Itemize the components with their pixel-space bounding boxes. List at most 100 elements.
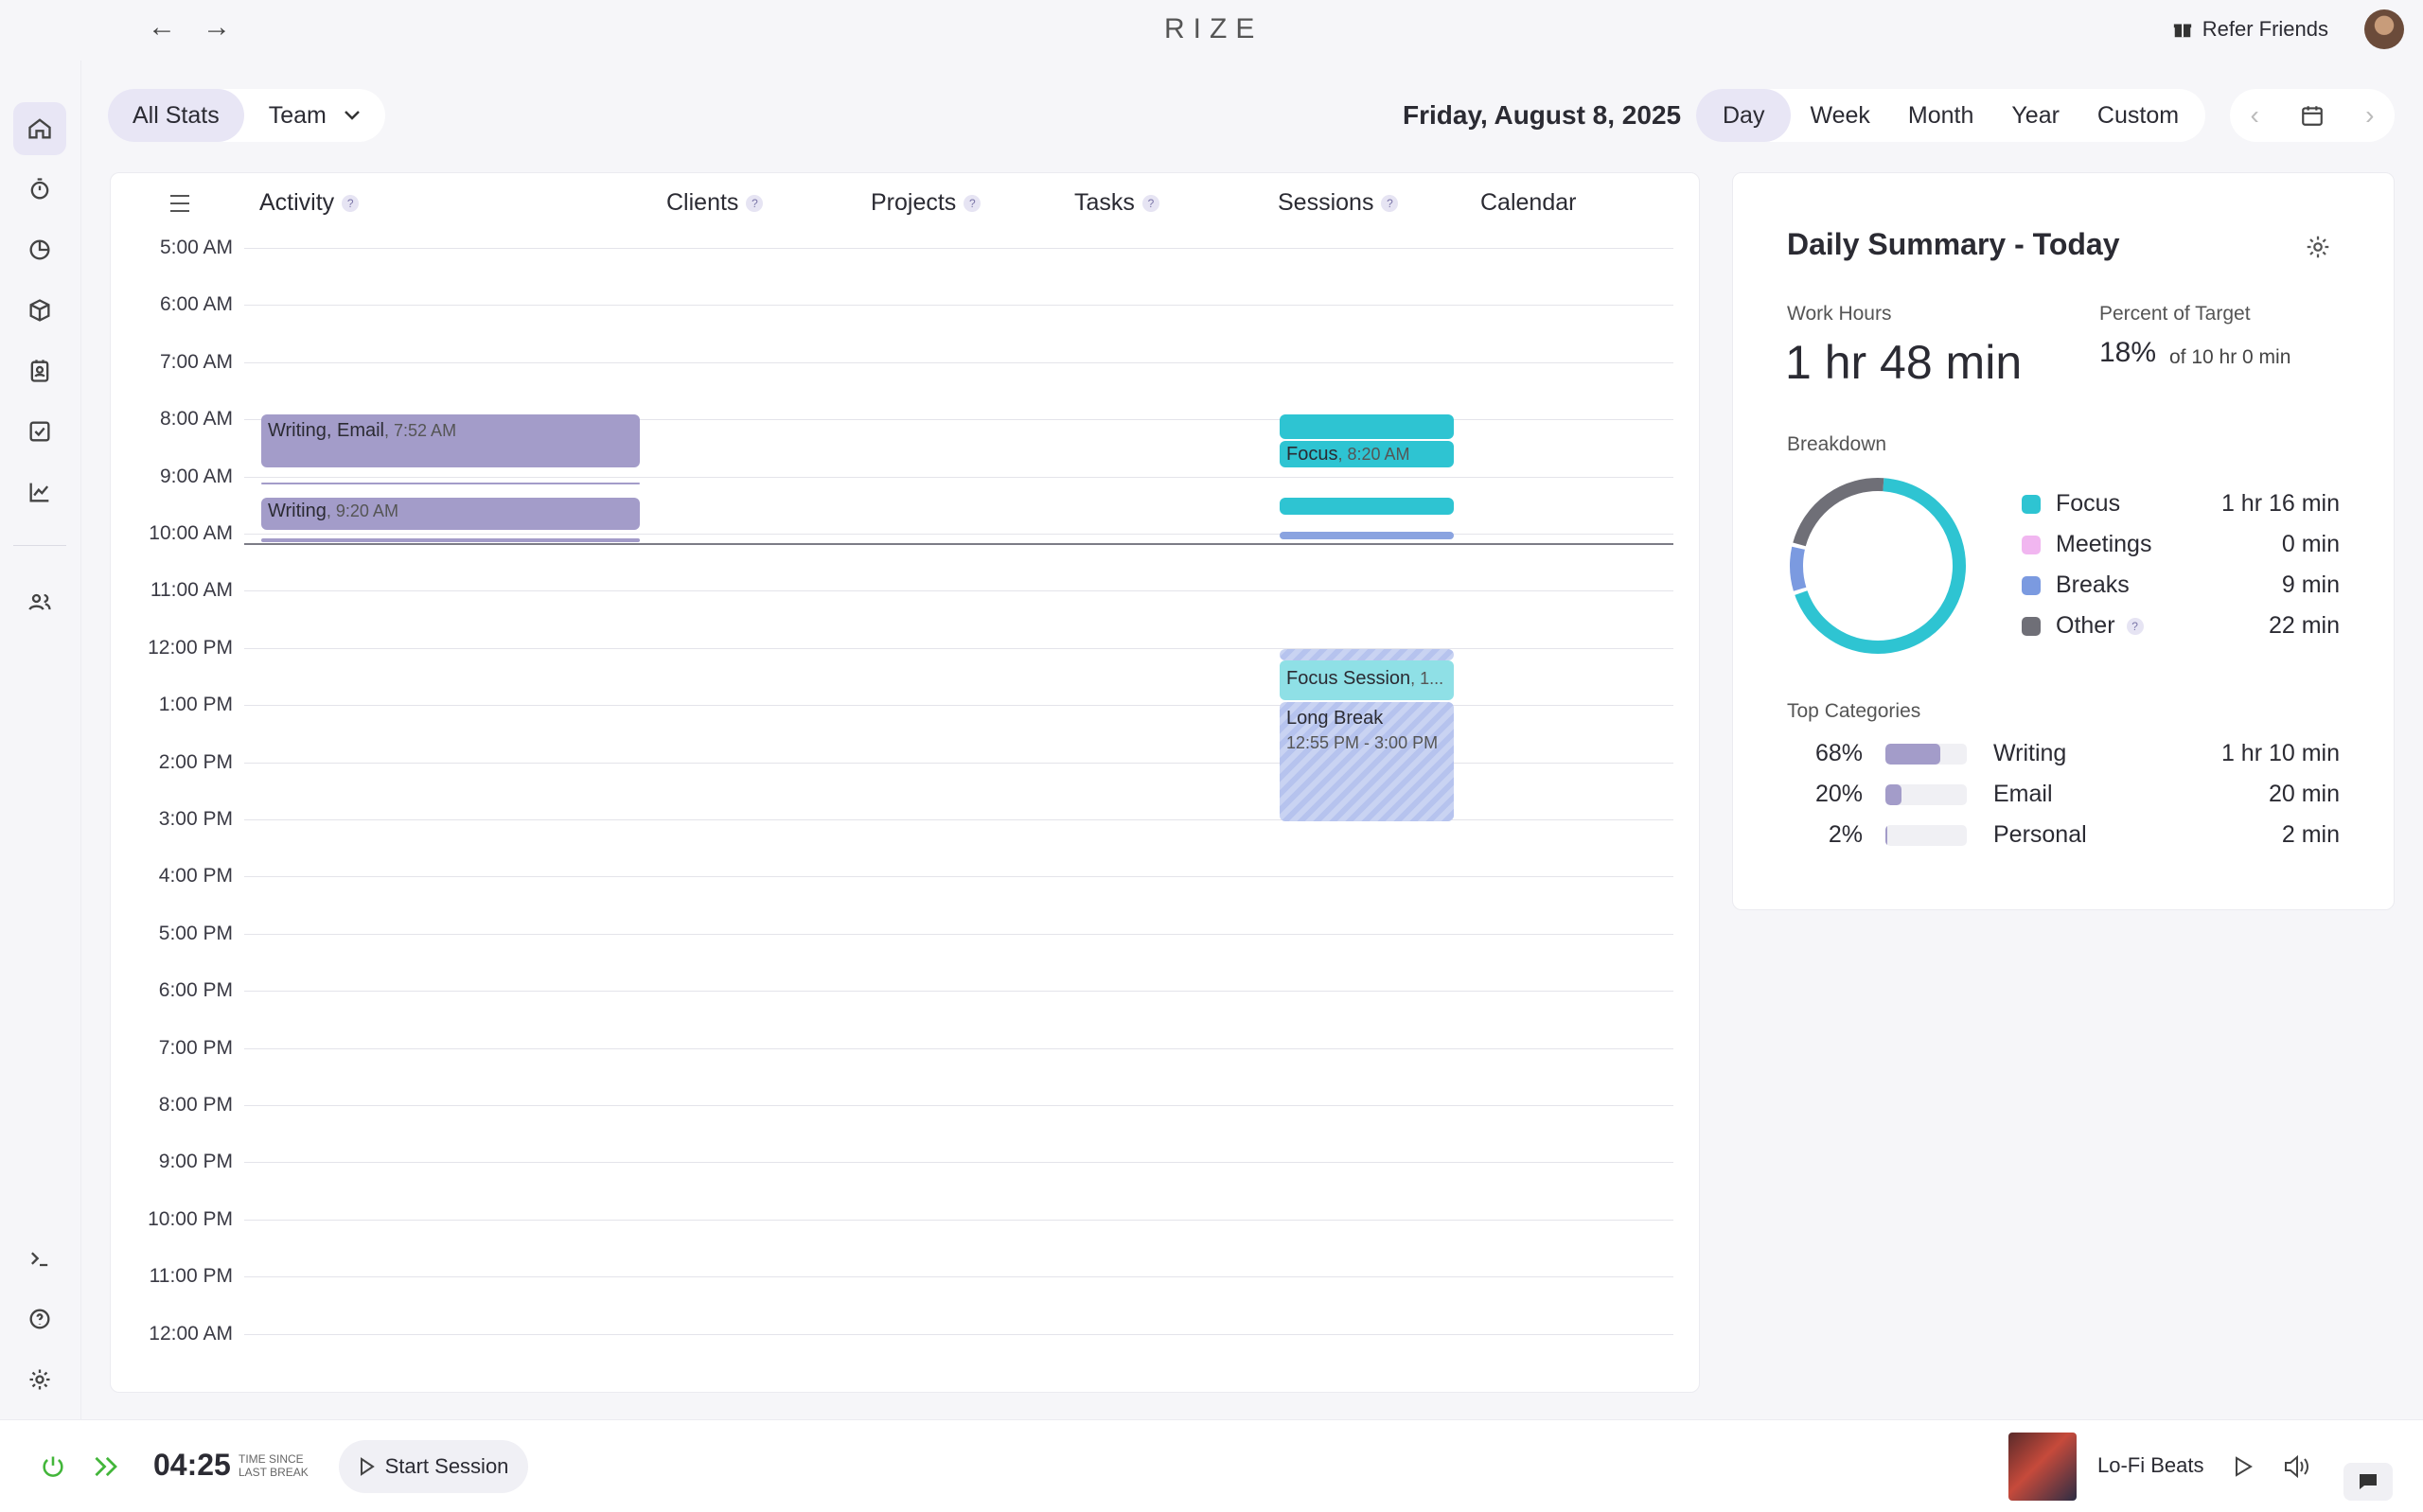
hour-label: 7:00 AM	[159, 350, 233, 373]
home-icon[interactable]	[13, 102, 66, 155]
legend-swatch	[2022, 616, 2041, 636]
calendar-icon[interactable]	[2300, 103, 2325, 128]
avatar[interactable]	[2364, 9, 2404, 49]
legend-name: Focus	[2056, 490, 2121, 517]
category-bar-fill	[1885, 824, 1887, 846]
percent-target-value: 18%	[2099, 337, 2157, 368]
chat-button[interactable]	[2343, 1463, 2393, 1501]
legend-swatch	[2022, 494, 2041, 514]
hour-line	[244, 419, 1673, 421]
long-break-block[interactable]: Long Break 12:55 PM - 3:00 PM	[1280, 702, 1454, 821]
box-icon[interactable]	[13, 284, 66, 337]
activity-block[interactable]	[261, 483, 640, 484]
timer-icon[interactable]	[13, 163, 66, 216]
refer-friends-label: Refer Friends	[2202, 17, 2328, 41]
tab-month[interactable]: Month	[1907, 101, 1974, 129]
forward-arrow-icon[interactable]: →	[203, 11, 231, 43]
hour-line	[244, 1162, 1673, 1164]
break-block[interactable]	[1280, 532, 1454, 539]
chevron-down-icon	[344, 111, 360, 120]
menu-icon[interactable]	[168, 193, 191, 214]
play-icon[interactable]	[2232, 1455, 2255, 1478]
category-row[interactable]: 68% Writing 1 hr 10 min	[1787, 740, 2340, 767]
help-icon[interactable]: ?	[342, 194, 360, 212]
legend-item-focus: Focus 1 hr 16 min	[2022, 490, 2340, 518]
hour-line	[244, 1047, 1673, 1049]
album-art[interactable]	[2008, 1433, 2077, 1501]
all-stats-button[interactable]: All Stats	[108, 89, 244, 142]
volume-icon[interactable]	[2283, 1453, 2311, 1480]
column-tasks[interactable]: Tasks?	[1074, 189, 1159, 217]
activity-block[interactable]: Writing, 9:20 AM	[261, 498, 640, 530]
team-dropdown[interactable]: Team	[244, 89, 385, 142]
timer-caption: TIME SINCE LAST BREAK	[239, 1452, 309, 1479]
legend-item-breaks: Breaks 9 min	[2022, 571, 2340, 599]
tab-custom[interactable]: Custom	[2096, 101, 2180, 129]
column-sessions[interactable]: Sessions?	[1278, 189, 1399, 217]
hour-line	[244, 705, 1673, 707]
session-block[interactable]: Focus Session, 1...	[1280, 660, 1454, 700]
column-clients[interactable]: Clients?	[666, 189, 764, 217]
back-arrow-icon[interactable]: ←	[148, 11, 176, 43]
track-title: Lo-Fi Beats	[2097, 1453, 2204, 1477]
gear-icon[interactable]	[2304, 233, 2332, 261]
hour-line	[244, 361, 1673, 363]
session-block[interactable]	[1280, 414, 1454, 439]
fast-forward-icon[interactable]	[93, 1453, 123, 1480]
column-activity[interactable]: Activity?	[259, 189, 360, 217]
terminal-icon[interactable]	[13, 1232, 66, 1285]
help-icon[interactable]: ?	[1141, 194, 1159, 212]
help-icon[interactable]	[13, 1292, 66, 1345]
work-hours-value: 1 hr 48 min	[1785, 336, 2023, 389]
hour-label: 6:00 AM	[159, 293, 233, 316]
column-projects-label: Projects	[871, 189, 957, 216]
hour-line	[244, 1276, 1673, 1278]
activity-block[interactable]: Writing, Email, 7:52 AM	[261, 414, 640, 467]
hour-label: 5:00 AM	[159, 237, 233, 258]
help-icon[interactable]: ?	[746, 194, 764, 212]
pie-chart-icon[interactable]	[13, 223, 66, 276]
column-calendar[interactable]: Calendar	[1480, 189, 1576, 217]
team-icon[interactable]	[13, 575, 66, 628]
tab-year[interactable]: Year	[2011, 101, 2060, 129]
checkbox-icon[interactable]	[13, 405, 66, 458]
timeline-card	[110, 172, 1700, 1393]
help-icon[interactable]: ?	[2126, 617, 2144, 635]
session-block[interactable]: Focus, 8:20 AM	[1280, 441, 1454, 467]
sidebar-divider	[13, 545, 66, 546]
category-value: 1 hr 10 min	[2220, 740, 2340, 766]
session-block[interactable]	[1280, 498, 1454, 515]
sidebar	[0, 61, 81, 1419]
category-name: Email	[1993, 781, 2053, 807]
tab-day[interactable]: Day	[1696, 89, 1792, 142]
help-icon[interactable]: ?	[1381, 194, 1399, 212]
activity-time: 7:52 AM	[394, 421, 457, 440]
settings-gear-icon[interactable]	[13, 1353, 66, 1406]
prev-date-chevron-icon[interactable]: ‹	[2250, 100, 2259, 130]
help-icon[interactable]: ?	[964, 194, 982, 212]
start-session-button[interactable]: Start Session	[339, 1440, 528, 1493]
team-dropdown-label: Team	[268, 101, 327, 129]
category-bar	[1885, 824, 1967, 846]
line-chart-icon[interactable]	[13, 466, 66, 519]
activity-title: Writing	[268, 501, 327, 521]
range-selector: Day Week Month Year Custom	[1696, 89, 2206, 142]
activity-block[interactable]	[261, 538, 640, 542]
contact-card-icon[interactable]	[13, 344, 66, 397]
refer-friends-button[interactable]: Refer Friends	[2172, 17, 2328, 42]
column-projects[interactable]: Projects?	[871, 189, 982, 217]
category-row[interactable]: 20% Email 20 min	[1787, 781, 2340, 808]
hour-label: 9:00 PM	[158, 1151, 233, 1173]
category-value: 2 min	[2281, 821, 2340, 848]
hour-label: 12:00 PM	[148, 636, 233, 659]
power-icon[interactable]	[40, 1453, 66, 1480]
break-block[interactable]	[1280, 649, 1454, 660]
top-bar: ← → RIZE Refer Friends	[0, 0, 2423, 61]
percent-target-label: Percent of Target	[2099, 303, 2251, 325]
category-row[interactable]: 2% Personal 2 min	[1787, 821, 2340, 849]
next-date-chevron-icon[interactable]: ›	[2365, 100, 2375, 130]
legend-item-other: Other? 22 min	[2022, 612, 2340, 640]
tab-week[interactable]: Week	[1810, 101, 1870, 129]
hour-line	[244, 305, 1673, 307]
hour-label: 3:00 PM	[158, 808, 233, 830]
